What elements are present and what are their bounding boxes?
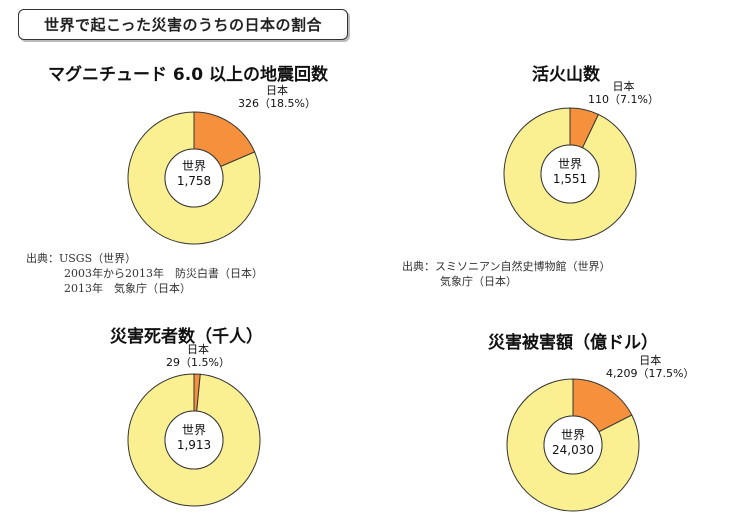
- chart-title-earthquakes: マグニチュード 6.0 以上の地震回数: [48, 65, 328, 85]
- source-line: 出典：スミソニアン自然史博物館（世界）: [402, 260, 611, 273]
- chart-title-deaths: 災害死者数（千人）: [110, 327, 263, 347]
- chart-title-damage: 災害被害額（億ドル）: [488, 333, 658, 353]
- source-line: 2003年から2013年 防災白書（日本）: [64, 267, 263, 280]
- source-line: 2013年 気象庁（日本）: [64, 282, 191, 295]
- japan-value: 29（1.5%）: [166, 356, 230, 369]
- japan-name: 日本: [265, 84, 288, 97]
- japan-name: 日本: [639, 354, 662, 367]
- japan-value: 110（7.1%）: [588, 93, 659, 106]
- world-name: 世界: [181, 423, 206, 437]
- donut-hole: [164, 410, 224, 470]
- japan-name: 日本: [612, 80, 635, 93]
- donut-chart-deaths: [127, 373, 261, 507]
- japan-label-earthquakes: 日本 326（18.5%）: [238, 84, 316, 110]
- donut-hole: [543, 415, 603, 475]
- world-name: 世界: [560, 428, 585, 442]
- world-name: 世界: [557, 157, 582, 171]
- donut-hole: [540, 144, 600, 204]
- source-line: 出典：USGS（世界）: [26, 252, 137, 265]
- donut-chart-damage: [506, 378, 640, 512]
- chart-title-volcanoes: 活火山数: [532, 65, 600, 85]
- world-value: 1,551: [552, 172, 588, 186]
- donut-chart-earthquakes: [127, 111, 261, 245]
- center-label-deaths: 世界 1,913: [164, 423, 224, 453]
- center-label-damage: 世界 24,030: [540, 428, 606, 458]
- world-value: 24,030: [552, 443, 594, 457]
- world-value: 1,913: [176, 438, 212, 452]
- japan-name: 日本: [186, 343, 209, 356]
- donut-hole: [164, 148, 224, 208]
- source-line: 気象庁（日本）: [440, 275, 517, 288]
- center-label-earthquakes: 世界 1,758: [164, 159, 224, 189]
- japan-label-deaths: 日本 29（1.5%）: [166, 343, 230, 369]
- source-earthquakes: 出典：USGS（世界） 2003年から2013年 防災白書（日本） 2013年 …: [26, 251, 263, 296]
- world-value: 1,758: [176, 174, 212, 188]
- source-volcanoes: 出典：スミソニアン自然史博物館（世界） 気象庁（日本）: [402, 259, 611, 289]
- center-label-volcanoes: 世界 1,551: [540, 157, 600, 187]
- japan-label-volcanoes: 日本 110（7.1%）: [588, 80, 659, 106]
- world-name: 世界: [181, 159, 206, 173]
- japan-value: 4,209（17.5%）: [606, 367, 695, 380]
- page-title: 世界で起こった災害のうちの日本の割合: [18, 9, 348, 40]
- donut-chart-volcanoes: [503, 107, 637, 241]
- japan-label-damage: 日本 4,209（17.5%）: [606, 354, 694, 380]
- japan-value: 326（18.5%）: [238, 97, 316, 110]
